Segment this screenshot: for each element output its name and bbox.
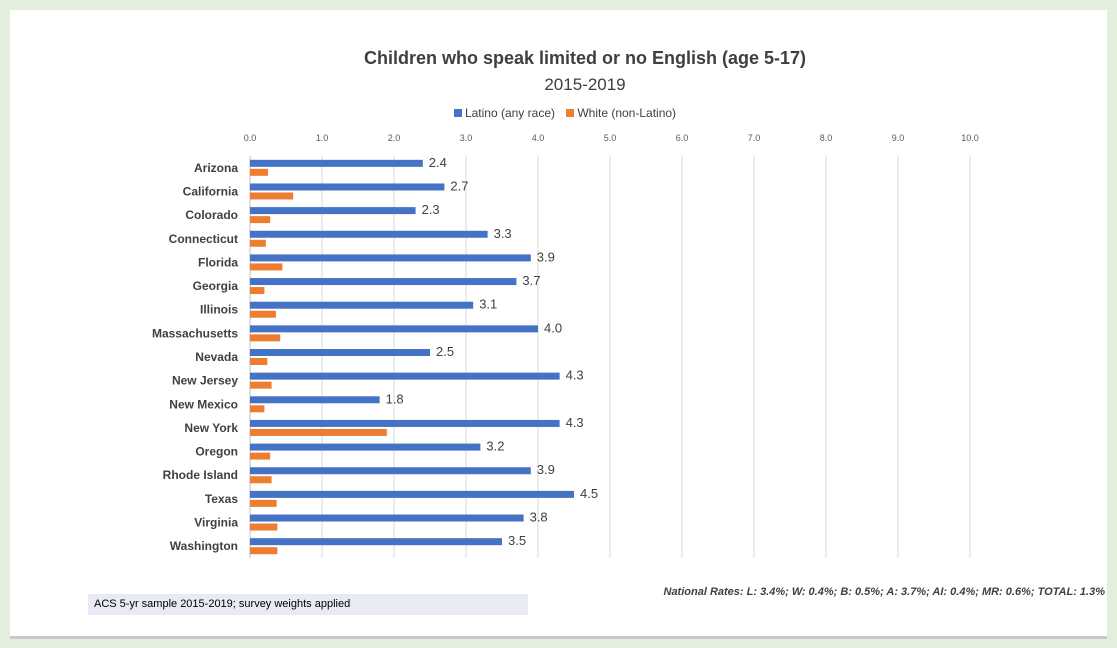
category-label: Connecticut [169, 232, 238, 246]
category-label: Texas [205, 492, 238, 506]
bar-latino [250, 349, 430, 356]
chart-subtitle: 2015-2019 [544, 75, 626, 94]
bar-latino [250, 254, 531, 262]
category-label: Virginia [194, 516, 238, 530]
bar-latino [250, 372, 560, 380]
data-label-latino: 3.1 [479, 297, 497, 312]
category-label: New York [184, 421, 238, 435]
bar-latino [250, 396, 380, 404]
bar-white [250, 405, 265, 413]
legend-item-white: White (non-Latino) [566, 106, 676, 120]
data-label-latino: 3.5 [508, 533, 526, 548]
category-label: Nevada [195, 350, 238, 364]
category-label: Arizona [194, 161, 238, 175]
x-tick-label: 4.0 [532, 133, 545, 143]
bar-white [250, 263, 283, 271]
x-tick-label: 6.0 [676, 133, 689, 143]
bar-latino [250, 538, 502, 546]
data-label-latino: 4.0 [544, 320, 562, 335]
x-tick-label: 1.0 [316, 133, 329, 143]
data-label-latino: 2.5 [436, 344, 454, 359]
category-label: Illinois [200, 303, 238, 317]
category-label: New Mexico [169, 397, 238, 411]
data-label-latino: 2.4 [429, 155, 447, 170]
x-tick-label: 5.0 [604, 133, 617, 143]
bar-white [250, 428, 387, 436]
bar-latino [250, 467, 531, 475]
bar-latino [250, 278, 517, 286]
data-label-latino: 4.5 [580, 486, 598, 501]
category-label: Georgia [193, 279, 239, 293]
data-label-latino: 2.3 [422, 202, 440, 217]
bar-latino [250, 230, 488, 238]
data-label-latino: 3.9 [537, 249, 555, 264]
legend-label-latino: Latino (any race) [464, 106, 555, 120]
national-rates-note: National Rates: L: 3.4%; W: 0.4%; B: 0.5… [663, 586, 1106, 598]
data-label-latino: 3.9 [537, 462, 555, 477]
bar-latino [250, 419, 560, 427]
category-label: New Jersey [172, 374, 238, 388]
category-label: Oregon [195, 445, 238, 459]
bar-latino [250, 443, 481, 451]
x-tick-label: 10.0 [961, 133, 979, 143]
data-label-latino: 3.7 [522, 273, 540, 288]
bar-white [250, 547, 278, 555]
bar-white [250, 476, 272, 484]
chart-legend: Latino (any race) White (non-Latino) [0, 106, 1117, 120]
data-label-latino: 1.8 [386, 391, 404, 406]
chart-title: Children who speak limited or no English… [363, 48, 807, 68]
bar-white [250, 168, 268, 176]
category-label: Massachusetts [152, 326, 238, 340]
category-label: Washington [170, 539, 238, 553]
legend-swatch-latino [453, 109, 462, 117]
legend-swatch-white [566, 109, 575, 117]
bar-white [250, 499, 277, 507]
data-label-latino: 2.7 [450, 178, 468, 193]
bar-latino [250, 301, 474, 309]
bar-white [250, 334, 281, 342]
x-tick-label: 0.0 [244, 133, 257, 143]
data-label-latino: 3.3 [494, 226, 512, 241]
bar-white [250, 358, 268, 365]
bar-white [250, 287, 265, 295]
legend-item-latino: Latino (any race) [453, 106, 555, 120]
data-label-latino: 4.3 [566, 415, 584, 430]
bar-white [250, 381, 272, 389]
legend-label-white: White (non-Latino) [577, 106, 677, 120]
x-tick-label: 2.0 [388, 133, 401, 143]
data-label-latino: 3.2 [486, 439, 504, 454]
bar-white [250, 310, 276, 318]
bar-latino [250, 514, 524, 522]
bar-white [250, 216, 271, 224]
x-tick-label: 7.0 [748, 133, 761, 143]
x-tick-label: 3.0 [460, 133, 473, 143]
category-label: Rhode Island [163, 468, 238, 482]
chart-frame [10, 10, 1107, 639]
bar-latino [250, 325, 538, 333]
bar-latino [250, 183, 445, 191]
bar-latino [250, 207, 416, 215]
bar-white [250, 192, 294, 200]
x-tick-label: 8.0 [820, 133, 833, 143]
bar-white [250, 239, 266, 247]
data-label-latino: 4.3 [566, 368, 584, 383]
category-label: California [183, 184, 239, 198]
bar-white [250, 523, 278, 531]
x-tick-label: 9.0 [892, 133, 905, 143]
category-label: Florida [198, 255, 238, 269]
source-note: ACS 5-yr sample 2015-2019; survey weight… [88, 594, 528, 615]
category-label: Colorado [185, 208, 238, 222]
data-label-latino: 3.8 [530, 510, 548, 525]
bar-white [250, 452, 271, 460]
bar-latino [250, 159, 423, 167]
bar-latino [250, 490, 574, 498]
